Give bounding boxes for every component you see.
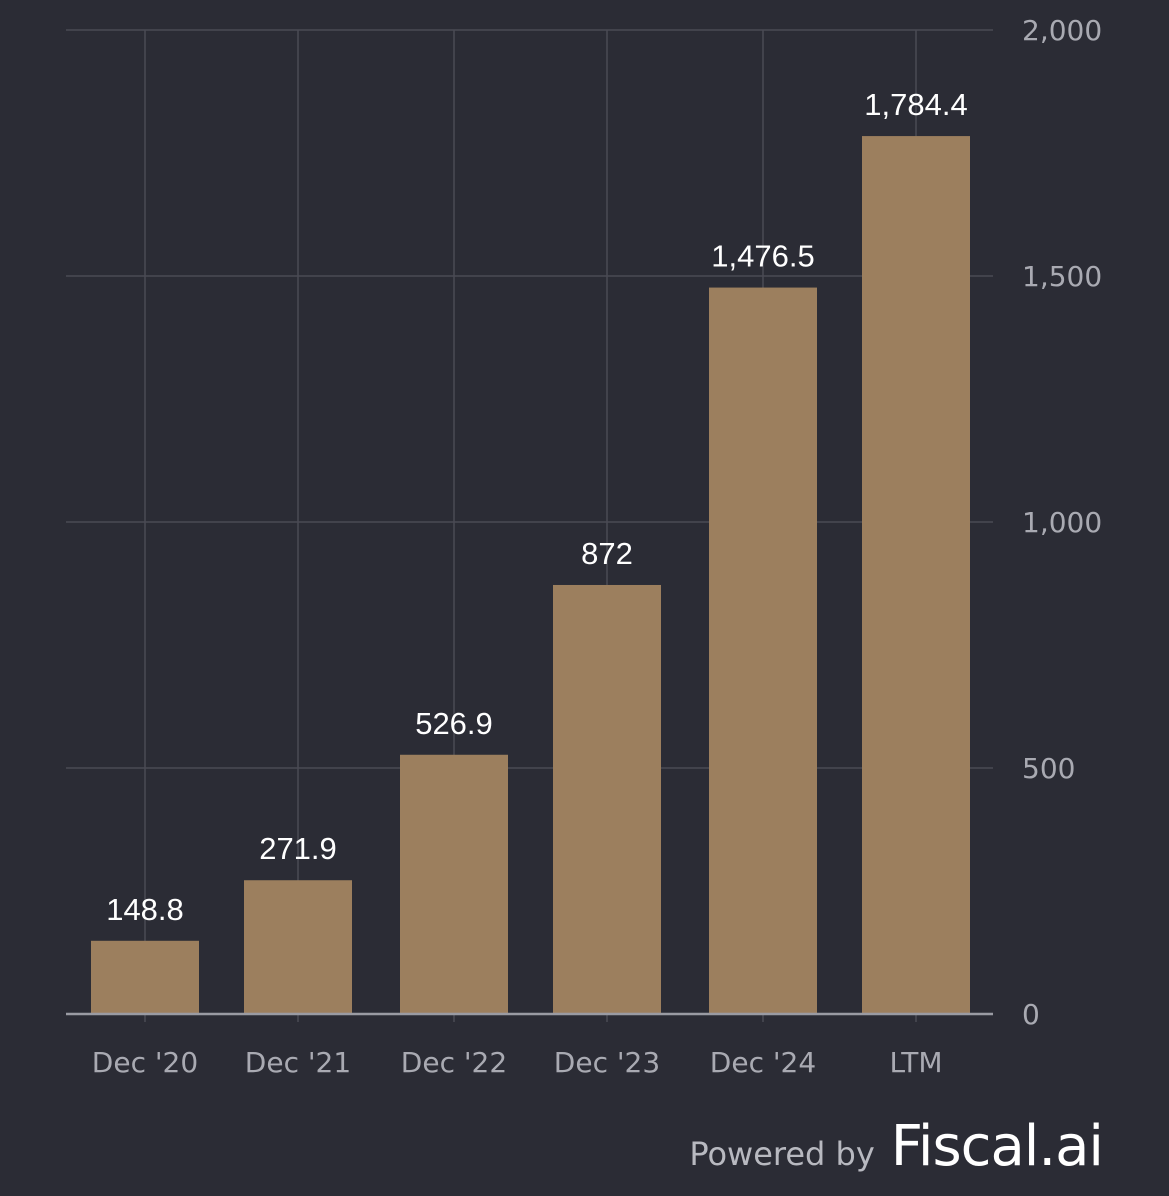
bar-value-labels: 148.8 271.9 526.9 872 1,476.5 1,784.4 xyxy=(106,87,968,927)
fiscal-ai-logo[interactable]: Fiscal.ai xyxy=(890,1114,1104,1179)
bar-value-label: 526.9 xyxy=(415,706,493,741)
bar[interactable] xyxy=(244,880,352,1014)
bar[interactable] xyxy=(400,754,508,1014)
bar-value-label: 148.8 xyxy=(106,892,184,927)
x-tick-label: Dec '22 xyxy=(401,1046,507,1079)
y-tick-label: 500 xyxy=(1022,752,1075,785)
bar-value-label: 271.9 xyxy=(259,831,337,866)
y-tick-label: 0 xyxy=(1022,998,1040,1031)
horizontal-gridlines xyxy=(66,29,993,769)
x-axis-tick-labels: Dec '20 Dec '21 Dec '22 Dec '23 Dec '24 LTM xyxy=(92,1046,943,1079)
y-axis-tick-labels: 0 500 1,000 1,500 2,000 xyxy=(1022,14,1102,1031)
x-tick-label: Dec '24 xyxy=(710,1046,816,1079)
bar-value-label: 872 xyxy=(581,536,633,571)
bar[interactable] xyxy=(862,136,970,1014)
attribution-footer: Powered by Fiscal.ai xyxy=(689,1114,1104,1179)
bar-value-label: 1,784.4 xyxy=(864,87,967,122)
bar[interactable] xyxy=(553,584,661,1014)
bar[interactable] xyxy=(91,940,199,1014)
bars-group xyxy=(91,136,970,1014)
bar-value-label: 1,476.5 xyxy=(711,239,814,274)
y-tick-label: 2,000 xyxy=(1022,14,1102,47)
x-tick-label: Dec '21 xyxy=(245,1046,351,1079)
x-tick-label: Dec '20 xyxy=(92,1046,198,1079)
powered-by-text: Powered by xyxy=(689,1135,875,1173)
y-tick-label: 1,500 xyxy=(1022,260,1102,293)
bar[interactable] xyxy=(709,287,817,1014)
x-tick-label: LTM xyxy=(889,1046,942,1079)
y-tick-label: 1,000 xyxy=(1022,506,1102,539)
x-tick-label: Dec '23 xyxy=(554,1046,660,1079)
